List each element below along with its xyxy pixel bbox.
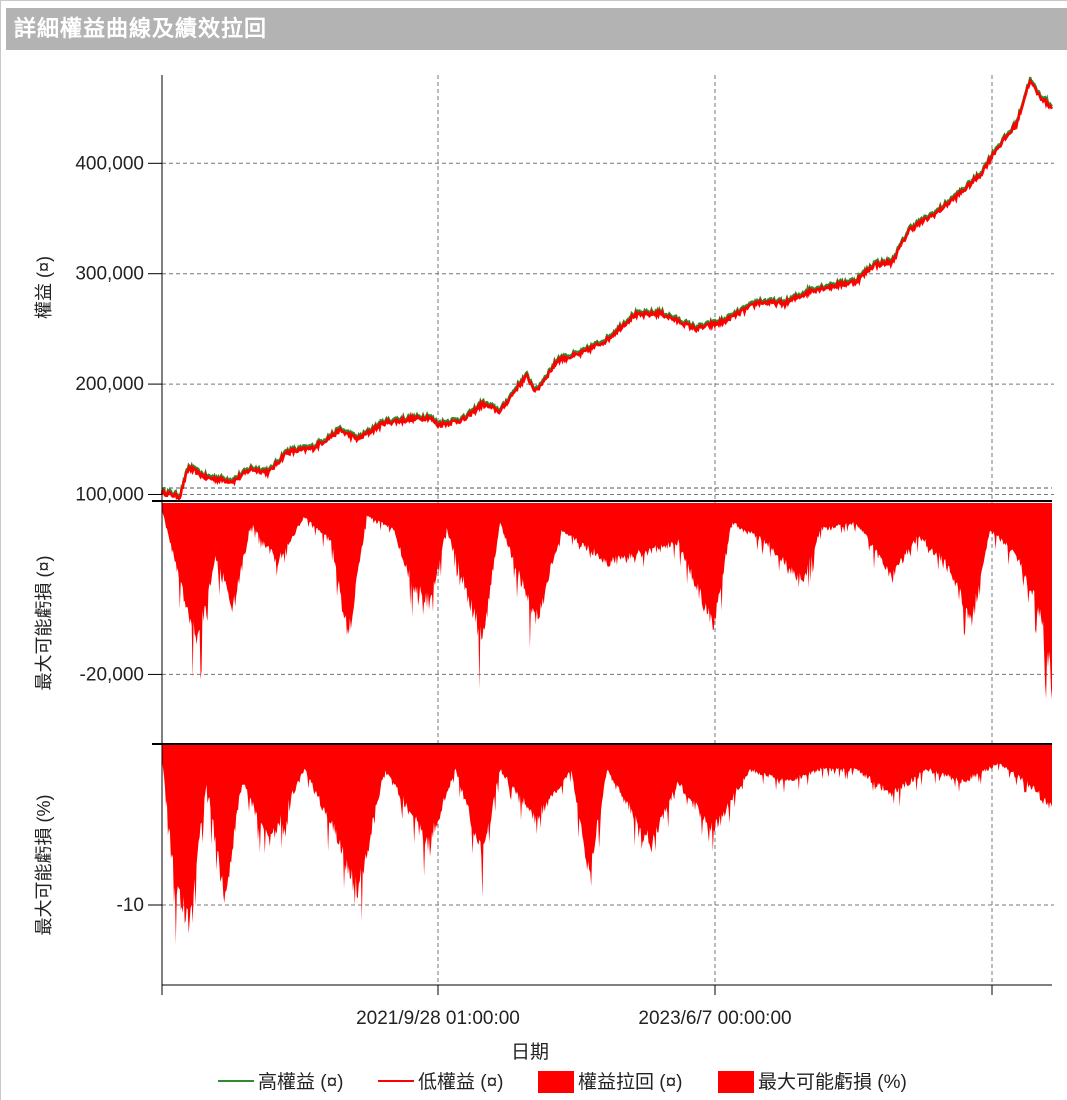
legend-label: 低權益 (¤) — [418, 1071, 504, 1093]
window-title: 詳細權益曲線及績效拉回 — [6, 8, 1067, 50]
low-equity-line — [160, 79, 1054, 501]
drawdown-pct-panel — [162, 745, 1052, 945]
axes: 100,000 200,000 300,000 400,000 權益 (¤) -20,00… — [34, 75, 1052, 1063]
equity-panel — [160, 76, 1054, 501]
gridlines — [162, 75, 1054, 985]
drawdown-abs-panel — [162, 503, 1052, 700]
y-tick-label: 300,000 — [75, 264, 144, 285]
legend-box-swatch — [718, 1071, 754, 1093]
drawdown-pct-area — [162, 745, 1052, 945]
x-tick-label: 2021/9/28 01:00:00 — [356, 1008, 520, 1029]
y-tick-label: 400,000 — [75, 153, 144, 174]
legend-box-swatch — [538, 1071, 574, 1093]
y-tick-label: 100,000 — [75, 484, 144, 505]
x-axis-label: 日期 — [511, 1041, 549, 1063]
y-tick-label: -20,000 — [80, 664, 144, 685]
y-tick-label: -10 — [117, 895, 144, 916]
y-axis-label: 權益 (¤) — [34, 256, 54, 319]
high-equity-line — [160, 76, 1053, 499]
legend-label: 最大可能虧損 (%) — [758, 1071, 907, 1093]
y-tick-label: 200,000 — [75, 374, 144, 395]
drawdown-abs-area — [162, 503, 1052, 700]
x-tick-label: 2023/6/7 00:00:00 — [638, 1008, 791, 1029]
y-axis-label: 最大可能虧損 (¤) — [34, 556, 54, 691]
legend-label: 高權益 (¤) — [258, 1071, 344, 1093]
legend: 高權益 (¤) 低權益 (¤) 權益拉回 (¤) 最大可能虧損 (%) — [218, 1071, 907, 1093]
legend-label: 權益拉回 (¤) — [578, 1071, 683, 1093]
y-axis-label: 最大可能虧損 (%) — [34, 795, 54, 936]
